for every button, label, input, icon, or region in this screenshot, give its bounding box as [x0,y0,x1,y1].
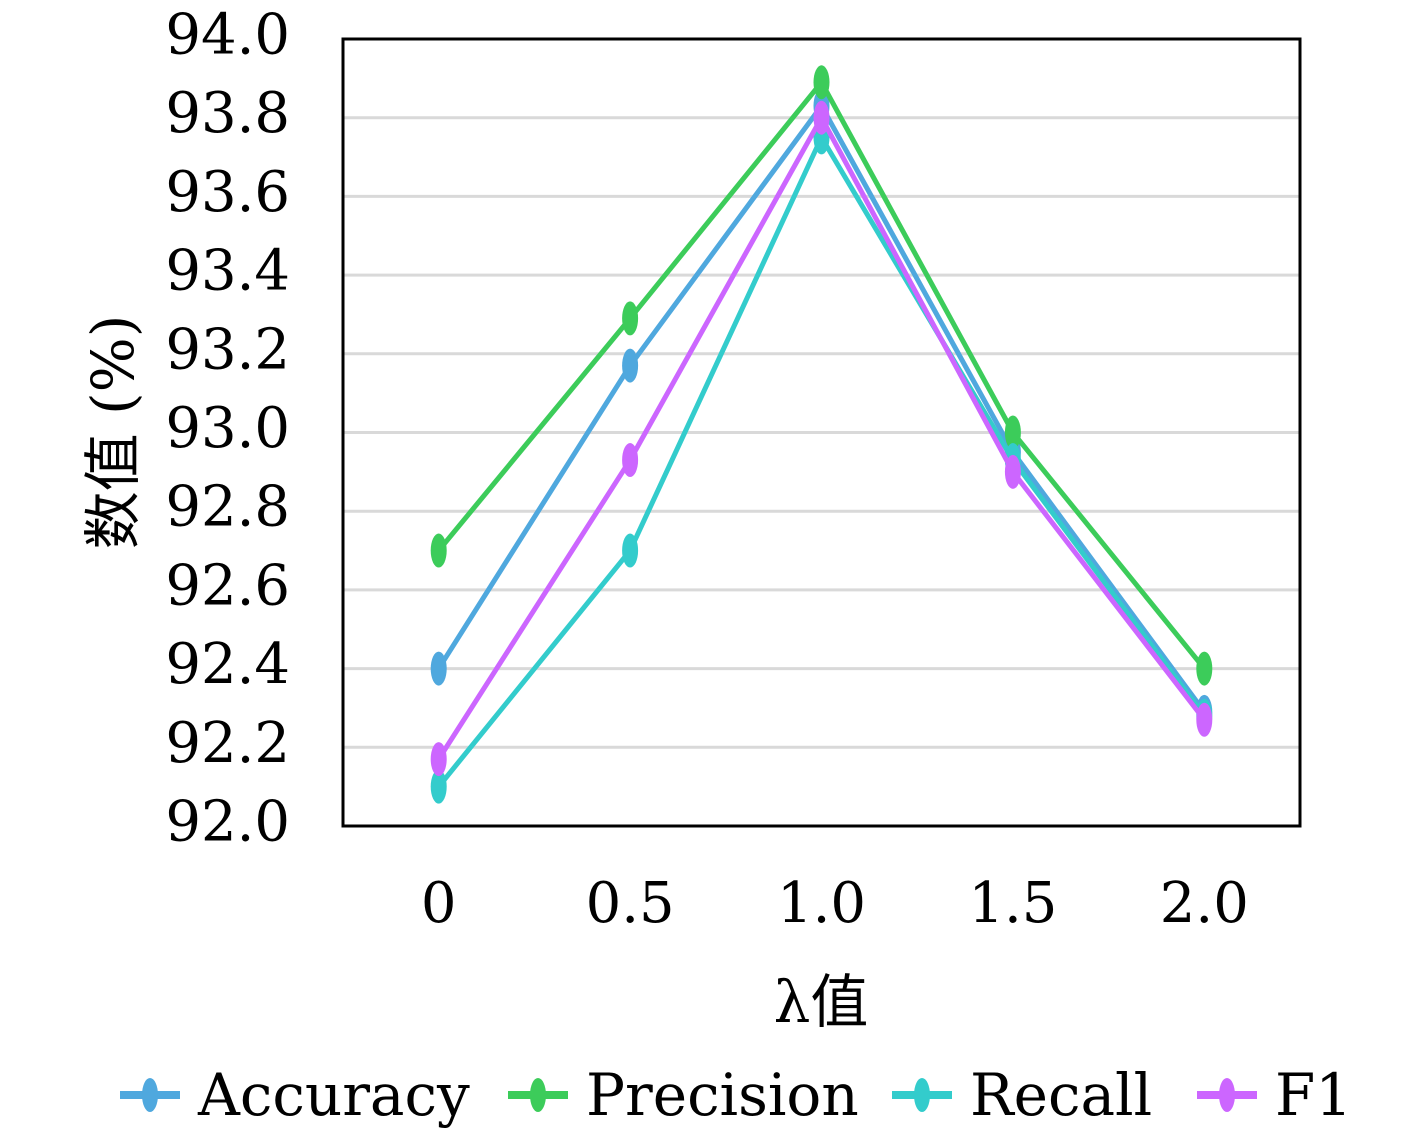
legend-swatch-marker [1219,1078,1235,1112]
series-line [436,115,1207,761]
x-tick-label: 1.5 [968,871,1057,936]
x-axis-label: λ值 [774,968,869,1036]
data-point [622,443,639,478]
data-point [1196,651,1213,686]
series-accuracy [430,88,1213,729]
plot-frame [341,37,1302,828]
data-point [813,100,830,135]
y-tick-label: 92.6 [165,553,290,618]
x-tick-label: 2.0 [1160,871,1249,936]
legend-item: Precision [508,1061,859,1129]
legend-label: Recall [970,1061,1152,1129]
series-line [436,134,1207,789]
legend-item: Recall [892,1061,1152,1129]
legend-label: Accuracy [197,1061,470,1129]
legend: Accuracy Precision Recall F1 [120,1061,1352,1129]
x-tick-label: 0 [421,871,457,936]
data-point [430,769,447,804]
data-point [622,348,639,383]
data-point [622,533,639,568]
y-axis-label: 数值 (%) [79,315,147,550]
data-point [1196,702,1213,737]
legend-item: F1 [1197,1061,1352,1129]
data-point [813,65,830,100]
x-tick-label: 1.0 [777,871,866,936]
data-point [430,651,447,686]
legend-item: Accuracy [120,1061,470,1129]
y-tick-label: 93.6 [165,160,290,225]
data-point [430,742,447,777]
y-tick-label: 92.4 [165,632,290,697]
series-lines [430,65,1213,804]
data-point [1004,454,1021,489]
data-point [1004,415,1021,450]
x-tick-label: 0.5 [586,871,675,936]
series-precision [430,65,1213,686]
series-f1 [430,100,1213,777]
y-tick-label: 93.2 [165,317,290,382]
x-tick-labels: 0 0.5 1.0 1.5 2.0 [421,871,1249,936]
series-recall [430,120,1213,804]
legend-label: F1 [1275,1061,1352,1129]
y-tick-label: 93.0 [165,396,290,461]
data-point [622,301,639,336]
y-tick-labels: 92.0 92.2 92.4 92.6 92.8 93.0 93.2 93.4 93.6 93.8… [165,3,290,855]
data-point [430,533,447,568]
y-tick-label: 92.0 [165,790,290,855]
legend-swatch-marker [914,1078,930,1112]
legend-swatch-marker [530,1078,546,1112]
y-tick-label: 92.8 [165,475,290,540]
y-tick-label: 92.2 [165,711,290,776]
y-tick-label: 93.4 [165,239,290,304]
y-tick-label: 93.8 [165,81,290,146]
legend-swatch-marker [142,1078,158,1112]
y-tick-label: 94.0 [165,3,290,68]
legend-label: Precision [586,1061,859,1129]
